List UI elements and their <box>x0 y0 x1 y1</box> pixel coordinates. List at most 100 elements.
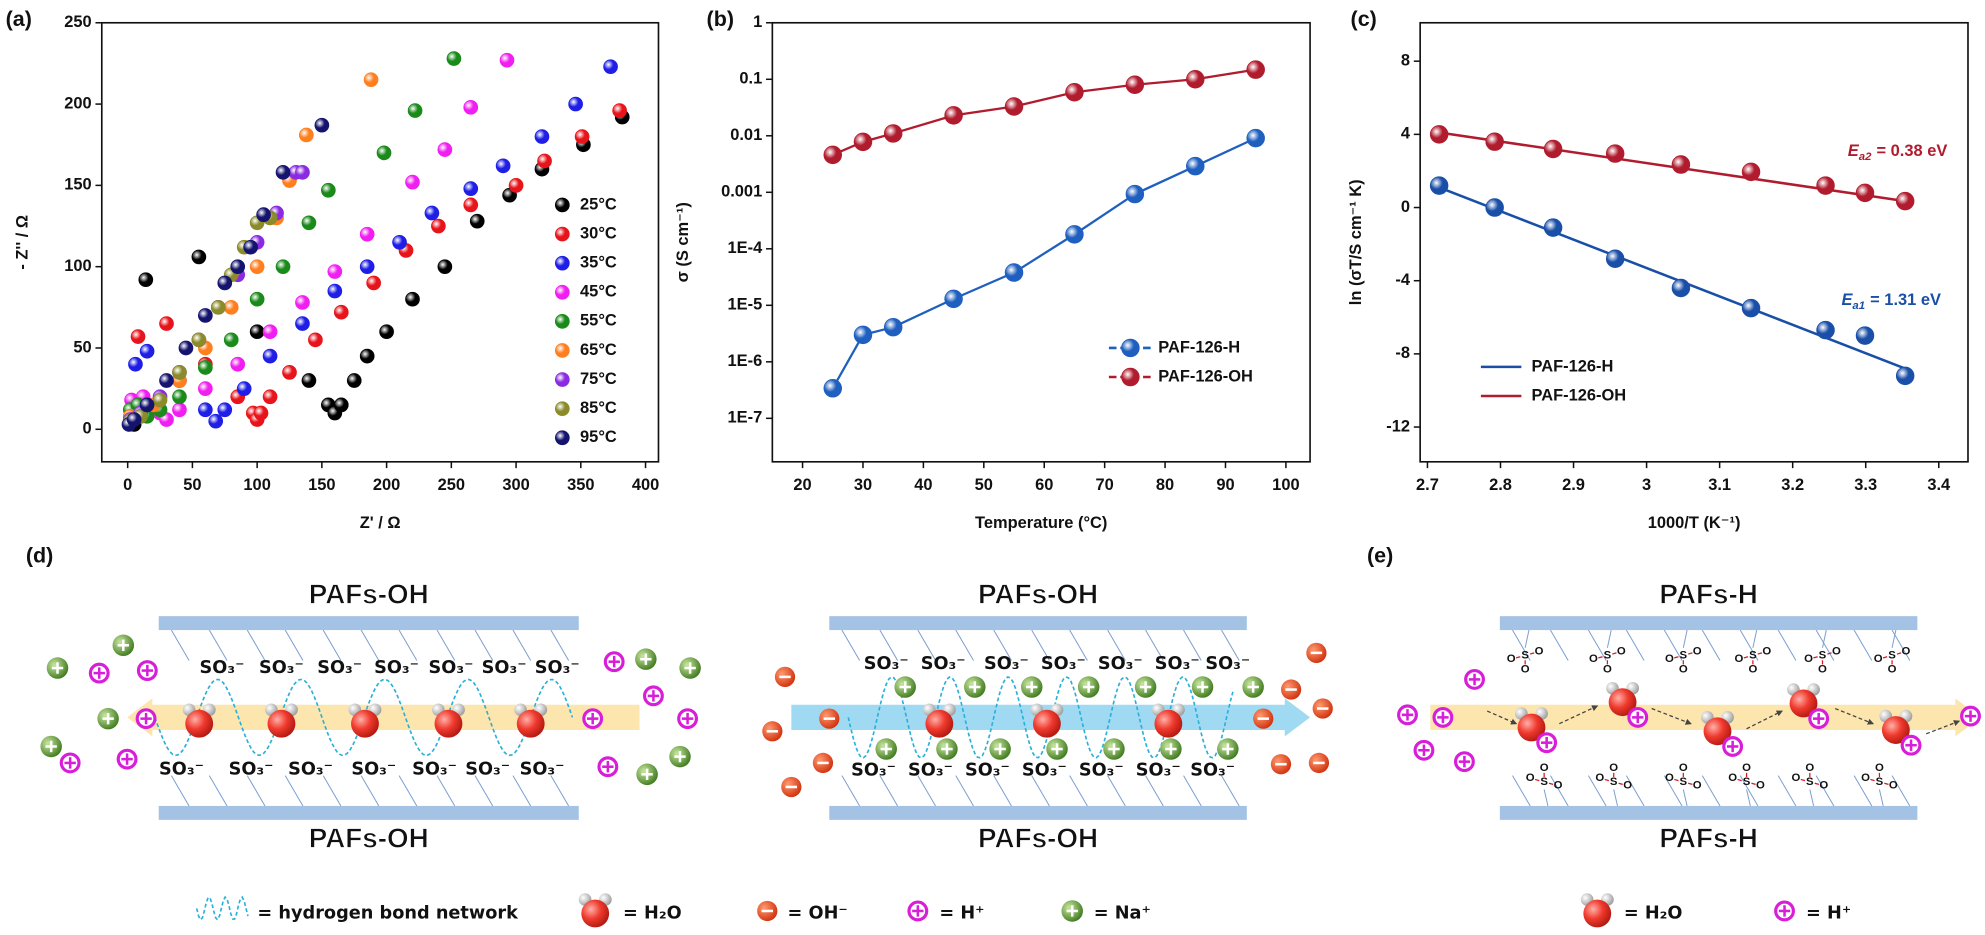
atom-label: O <box>1535 646 1544 658</box>
atom-label: S <box>1749 649 1757 661</box>
data-point <box>1671 278 1691 298</box>
data-point <box>301 215 317 231</box>
x-tick-label: 3.1 <box>1708 476 1731 494</box>
x-tick-label: 3.2 <box>1781 476 1804 494</box>
sulfonate-bond <box>1813 656 1818 659</box>
framework-link <box>1739 629 1759 661</box>
framework-title: PAFs-OH <box>978 822 1098 853</box>
y-tick-label: 0.001 <box>721 183 762 201</box>
data-point <box>499 52 515 68</box>
framework-link <box>1221 629 1240 661</box>
atom-label: S <box>1743 776 1751 788</box>
data-point <box>198 381 213 396</box>
data-point <box>1004 97 1024 116</box>
framework-link <box>1145 629 1164 661</box>
framework-link <box>474 775 494 807</box>
annotation: Ea2 = 0.38 eV <box>1848 142 1948 163</box>
fit-line <box>1438 186 1906 370</box>
panel-label: (a) <box>6 7 32 31</box>
water-oxygen <box>1789 689 1818 718</box>
y-tick-label: 0 <box>1401 198 1410 216</box>
data-point <box>823 145 843 165</box>
sulfonate-bond <box>1878 789 1884 807</box>
legend-marker <box>554 255 570 271</box>
sulfonate-bond <box>1529 652 1535 655</box>
data-point <box>1741 162 1761 182</box>
framework-bar <box>158 616 579 631</box>
framework-link <box>1031 629 1050 661</box>
atom-label: S <box>1521 649 1529 661</box>
framework-link <box>1853 629 1873 661</box>
proton-hop <box>1486 710 1518 725</box>
y-tick-label: 0.1 <box>739 70 762 88</box>
framework-link <box>208 629 228 661</box>
y-tick-label: 1E-4 <box>727 239 763 257</box>
atom-label: O <box>1756 780 1765 792</box>
x-tick-label: 250 <box>438 476 465 494</box>
framework-link <box>246 629 266 661</box>
proton-hop <box>1746 710 1783 730</box>
atom-label: S <box>1680 649 1688 661</box>
framework-link <box>917 775 937 807</box>
water-oxygen <box>267 709 296 738</box>
atom-label: O <box>1861 772 1870 784</box>
atom-label: O <box>1874 653 1883 665</box>
sulfonate-bond <box>1827 652 1832 655</box>
data-point <box>1186 70 1205 89</box>
data-point <box>223 299 239 315</box>
panel-label: (e) <box>1367 543 1393 567</box>
atom-label: S <box>1540 776 1548 788</box>
sulfonate-label: SO₃⁻ <box>374 658 419 678</box>
sulfonate-label: SO₃⁻ <box>1205 654 1250 674</box>
data-point <box>508 178 524 193</box>
legend-label: 85°C <box>580 399 617 417</box>
sulfonate-label: SO₃⁻ <box>412 759 457 779</box>
atom-label: O <box>1832 646 1841 658</box>
framework-link <box>993 775 1012 807</box>
sulfonate-bond <box>1737 778 1742 782</box>
framework-title: PAFs-OH <box>309 578 429 609</box>
x-tick-label: 70 <box>1096 476 1114 494</box>
x-axis-label: Z' / Ω <box>360 514 401 532</box>
framework-link <box>1587 629 1607 661</box>
data-point <box>210 299 226 315</box>
atom-label: O <box>1521 663 1530 675</box>
x-tick-label: 20 <box>793 476 811 494</box>
data-point <box>262 324 278 340</box>
framework-link <box>1701 629 1721 661</box>
framework-title: PAFs-H <box>1659 822 1757 853</box>
sulfonate-bond <box>1896 652 1902 655</box>
y-tick-label: 4 <box>1401 125 1411 143</box>
atom-label: O <box>1742 762 1751 774</box>
annotation-text: = 0.38 eV <box>1876 142 1947 160</box>
framework-link <box>1550 629 1569 661</box>
sulfonate-bond <box>1606 629 1612 648</box>
data-point <box>495 158 511 174</box>
data-point <box>327 283 343 299</box>
x-axis-label: 1000/T (K⁻¹) <box>1648 514 1741 532</box>
framework-link <box>1587 775 1607 807</box>
data-point <box>407 103 423 118</box>
data-point <box>217 275 233 291</box>
framework-link <box>1069 775 1088 807</box>
legend-label: 35°C <box>580 254 617 272</box>
annotation-subscript: a2 <box>1859 151 1872 163</box>
framework-link <box>1625 775 1645 807</box>
data-point <box>883 317 903 337</box>
sulfonate-bond <box>1800 778 1806 782</box>
framework-link <box>246 775 266 807</box>
framework-link <box>398 775 418 807</box>
data-point <box>249 291 265 307</box>
data-point <box>359 259 375 275</box>
atom-label: O <box>1679 762 1688 774</box>
data-point <box>327 264 343 279</box>
data-point <box>1671 155 1691 174</box>
data-point <box>1543 139 1563 159</box>
atom-label: O <box>1679 663 1688 675</box>
data-point <box>379 324 394 340</box>
atom-label: S <box>1819 649 1827 661</box>
water-oxygen <box>1703 717 1732 746</box>
data-point <box>198 308 213 323</box>
framework-link <box>360 775 380 807</box>
sulfonate-label: SO₃⁻ <box>1079 761 1124 781</box>
